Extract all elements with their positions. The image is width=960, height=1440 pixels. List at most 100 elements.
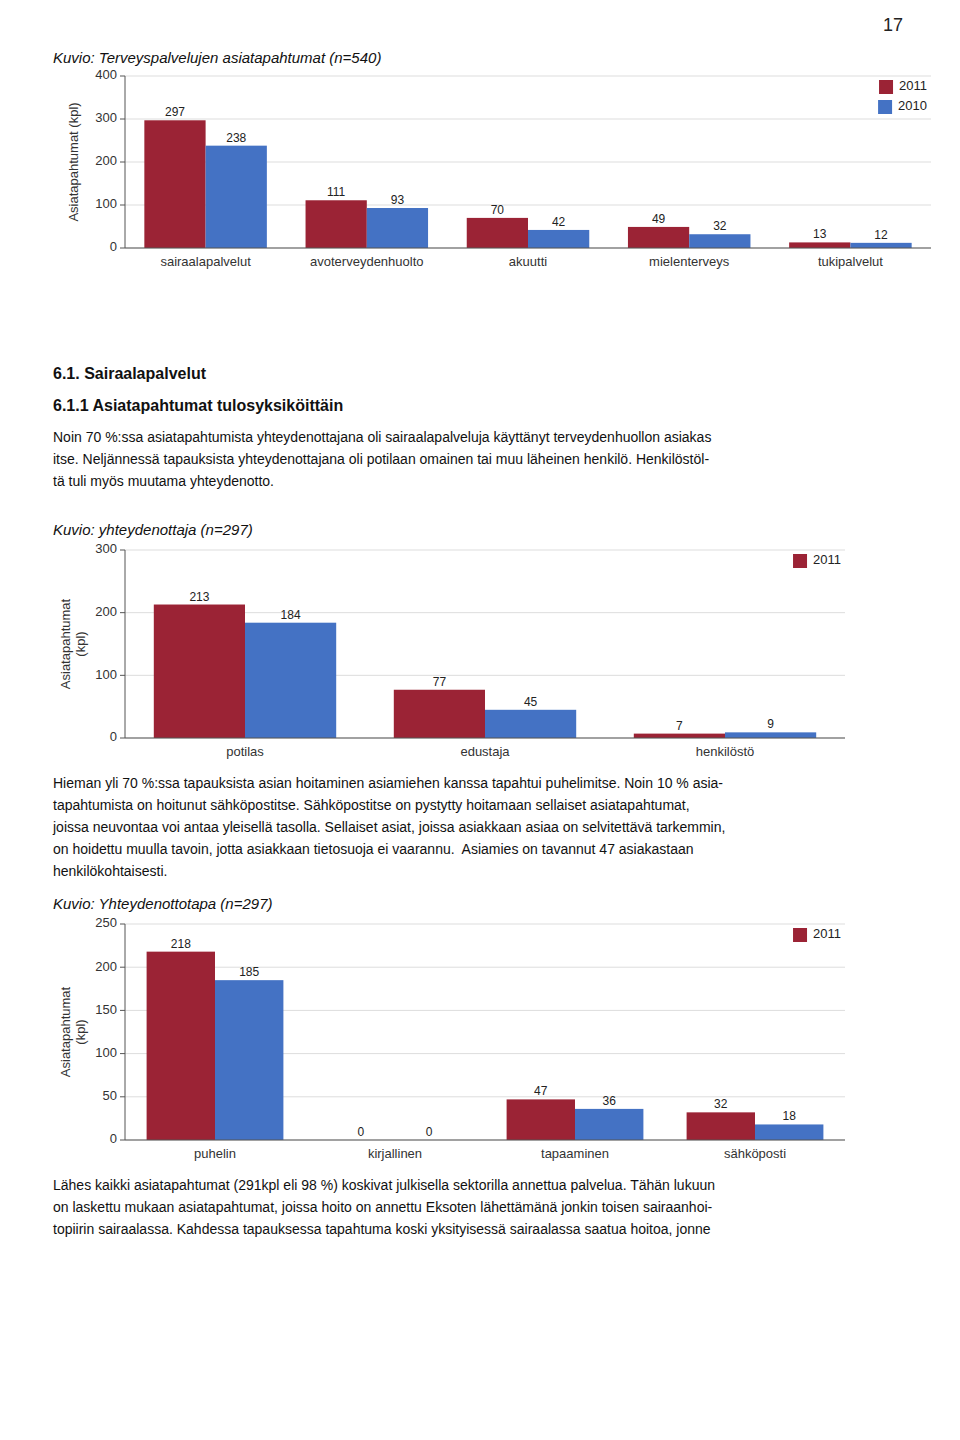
data-label: 18 <box>783 1109 797 1123</box>
data-labels: 29711170491323893423212 <box>165 105 888 242</box>
legend: 2011 <box>793 552 841 568</box>
legend: 2011 <box>793 926 841 942</box>
chart: Kuvio: Terveyspalvelujen asiatapahtumat … <box>53 49 931 268</box>
data-label: 184 <box>281 608 301 622</box>
bar <box>687 1112 755 1140</box>
y-tick-label: 200 <box>95 959 117 974</box>
data-label: 42 <box>552 215 566 229</box>
y-axis-label-group: Asiatapahtumat (kpl) <box>66 102 81 221</box>
legend-swatch <box>793 554 807 568</box>
y-axis <box>125 550 126 738</box>
legend: 2011 2010 <box>878 78 927 114</box>
bar <box>628 227 689 248</box>
y-tick <box>120 162 125 163</box>
bar <box>789 242 850 248</box>
data-label: 0 <box>357 1125 364 1139</box>
data-label: 7 <box>676 719 683 733</box>
y-tick <box>120 119 125 120</box>
paragraph-line: on hoidettu muulla tavoin, jotta asiakka… <box>53 841 694 857</box>
legend-swatch <box>793 928 807 942</box>
y-axis-label-line: (kpl) <box>73 1019 88 1044</box>
x-tick-label: kirjallinen <box>368 1146 422 1161</box>
bar <box>850 243 911 248</box>
grid-line <box>125 738 845 739</box>
bar <box>575 1109 643 1140</box>
y-tick-label: 100 <box>95 667 117 682</box>
grid-line <box>125 248 931 249</box>
data-labels: 2180473218503618 <box>171 937 796 1139</box>
chart-title: Kuvio: Yhteydenottotapa (n=297) <box>53 895 272 912</box>
y-tick <box>120 248 125 249</box>
data-label: 36 <box>603 1094 617 1108</box>
y-axis-label-line: Asiatapahtumat <box>58 986 73 1077</box>
data-label: 0 <box>426 1125 433 1139</box>
chart-title: Kuvio: yhteydenottaja (n=297) <box>53 521 253 538</box>
chart: Kuvio: Yhteydenottotapa (n=297)050100150… <box>53 895 845 1160</box>
y-axis-label: Asiatapahtumat (kpl) <box>66 102 81 221</box>
y-axis-label-group: Asiatapahtumat(kpl) <box>58 986 89 1077</box>
paragraph-line: topiirin sairaalassa. Kahdessa tapaukses… <box>53 1221 711 1237</box>
y-tick-label: 150 <box>95 1002 117 1017</box>
y-tick-label: 0 <box>110 239 117 254</box>
legend-label: 2010 <box>898 98 927 113</box>
data-label: 12 <box>874 228 888 242</box>
page-number: 17 <box>883 15 903 35</box>
bar <box>367 208 428 248</box>
y-tick <box>120 205 125 206</box>
bar <box>528 230 589 248</box>
legend-swatch <box>879 80 893 94</box>
x-tick-label: potilas <box>226 744 264 759</box>
y-tick <box>120 1010 125 1011</box>
y-tick <box>120 1053 125 1054</box>
data-label: 77 <box>433 675 447 689</box>
x-tick-label: edustaja <box>460 744 510 759</box>
bar <box>755 1124 823 1140</box>
x-tick-label: akuutti <box>509 254 547 269</box>
y-tick-label: 300 <box>95 110 117 125</box>
x-tick-label: sairaalapalvelut <box>160 254 251 269</box>
data-label: 13 <box>813 227 827 241</box>
y-tick <box>120 738 125 739</box>
bar <box>689 234 750 248</box>
bars <box>154 605 816 738</box>
y-tick <box>120 1140 125 1141</box>
data-label: 32 <box>713 219 727 233</box>
bar <box>154 605 245 738</box>
y-axis-label-group: Asiatapahtumat(kpl) <box>58 598 89 689</box>
paragraph-line: Noin 70 %:ssa asiatapahtumista yhteydeno… <box>53 429 711 445</box>
y-tick-label: 100 <box>95 196 117 211</box>
y-axis-label: Asiatapahtumat(kpl) <box>58 986 89 1077</box>
y-tick-label: 250 <box>95 915 117 930</box>
data-label: 49 <box>652 212 666 226</box>
grid-line <box>125 76 931 77</box>
y-axis <box>125 924 126 1140</box>
y-tick <box>120 76 125 77</box>
legend-label: 2011 <box>813 926 841 941</box>
bar <box>206 146 267 248</box>
data-label: 297 <box>165 105 185 119</box>
x-tick-label: henkilöstö <box>696 744 755 759</box>
bars <box>144 120 911 248</box>
data-label: 70 <box>491 203 505 217</box>
paragraph-line: itse. Neljännessä tapauksista yhteydenot… <box>53 451 709 467</box>
data-label: 45 <box>524 695 538 709</box>
y-tick <box>120 1096 125 1097</box>
legend-swatch <box>878 100 892 114</box>
x-tick-label: tukipalvelut <box>818 254 883 269</box>
legend-label: 2011 <box>899 78 927 93</box>
paragraph-line: tä tuli myös muutama yhteydenotto. <box>53 473 274 489</box>
section-title: 6.1.1 Asiatapahtumat tulosyksiköittäin <box>53 397 343 414</box>
data-labels: 213777184459 <box>189 590 774 733</box>
bar <box>507 1099 575 1140</box>
bar <box>215 980 283 1140</box>
data-label: 47 <box>534 1084 548 1098</box>
bar <box>144 120 205 248</box>
paragraph-line: henkilökohtaisesti. <box>53 863 167 879</box>
bar <box>306 200 367 248</box>
bar <box>147 952 215 1140</box>
grid-line <box>125 924 845 925</box>
paragraph-line: Lähes kaikki asiatapahtumat (291kpl eli … <box>53 1177 715 1193</box>
y-tick <box>120 967 125 968</box>
y-tick-label: 0 <box>110 729 117 744</box>
data-label: 9 <box>767 717 774 731</box>
